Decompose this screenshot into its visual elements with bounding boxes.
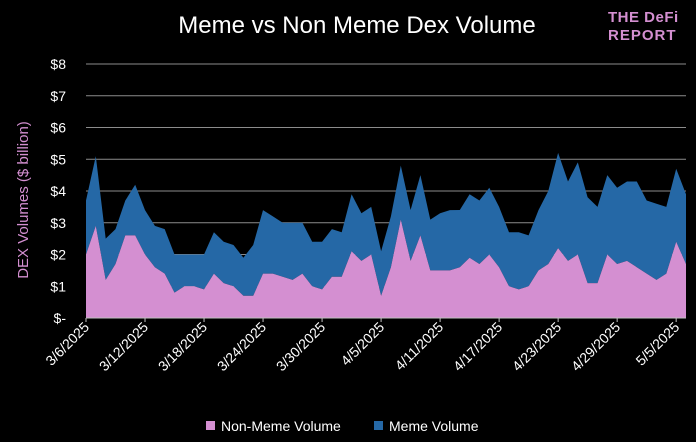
y-tick-label: $- <box>54 310 67 326</box>
legend-swatch-meme <box>374 421 383 430</box>
y-axis-label: DEX Volumes ($ billion) <box>15 121 32 279</box>
chart-title: Meme vs Non Meme Dex Volume <box>178 12 535 39</box>
logo-text-line2: REPORT <box>608 27 677 44</box>
y-axis-ticks: $- $1 $2 $3 $4 $5 $6 $7 $8 <box>50 56 66 326</box>
y-tick-label: $6 <box>50 120 66 136</box>
legend-label-meme: Meme Volume <box>389 418 479 434</box>
area-non-meme-volume <box>86 219 686 318</box>
logo: THE DeFi REPORT <box>608 9 679 44</box>
area-meme-volume <box>86 152 686 296</box>
legend: Non-Meme Volume Meme Volume <box>206 418 479 434</box>
y-tick-label: $3 <box>50 215 66 231</box>
legend-swatch-non-meme <box>206 421 215 430</box>
y-tick-label: $8 <box>50 56 66 72</box>
y-tick-label: $1 <box>50 278 66 294</box>
legend-label-non-meme: Non-Meme Volume <box>221 418 341 434</box>
y-tick-label: $4 <box>50 183 66 199</box>
y-tick-label: $2 <box>50 247 66 263</box>
area-series <box>86 152 686 319</box>
y-tick-label: $7 <box>50 88 66 104</box>
y-tick-label: $5 <box>50 151 66 167</box>
logo-text-line1: THE DeFi <box>608 9 679 26</box>
